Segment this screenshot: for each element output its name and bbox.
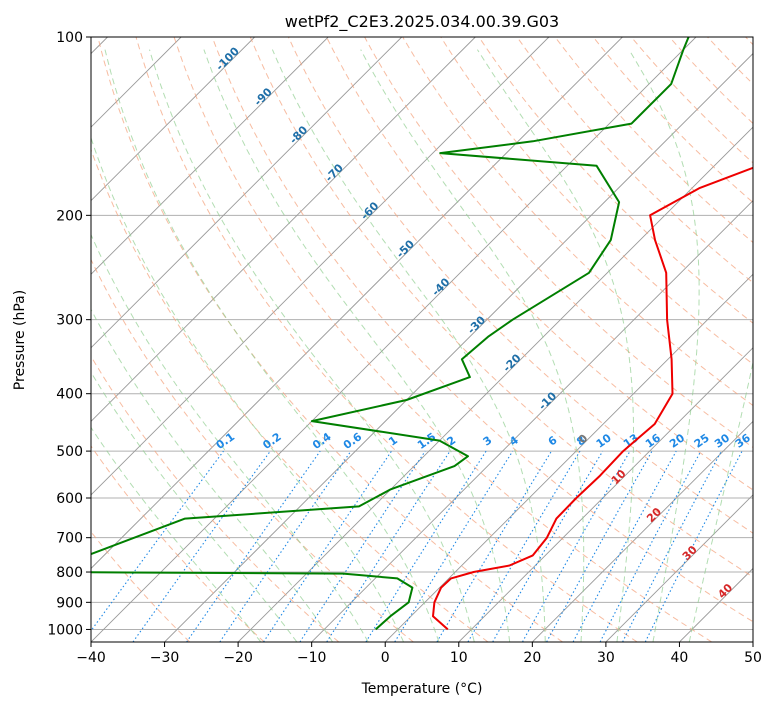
- moist-adiabat-line: [91, 136, 405, 642]
- dry-adiabat-line: [135, 37, 638, 642]
- y-tick-label: 300: [56, 313, 83, 329]
- profile-lines: [91, 37, 753, 631]
- x-tick-label: 10: [450, 650, 468, 666]
- x-axis-label: Temperature (°C): [361, 681, 483, 697]
- y-tick-label: 400: [56, 387, 83, 403]
- dry-adiabat-line: [630, 37, 753, 164]
- isotherm-line: [91, 37, 476, 422]
- y-tick-label: 100: [56, 30, 83, 46]
- mixing-ratio-line: [572, 450, 677, 642]
- y-tick-label: 200: [56, 208, 83, 224]
- y-tick-label: 1000: [47, 622, 83, 638]
- x-tick-label: 40: [671, 650, 689, 666]
- dry-adiabat-line: [91, 445, 265, 642]
- moist-adiabat-line: [271, 49, 546, 642]
- mixing-ratio-line: [326, 450, 451, 642]
- mixing-ratio-line: [219, 450, 352, 642]
- isotherm-line: [91, 37, 403, 349]
- moist-adiabat-line: [628, 49, 700, 642]
- y-axis-ticks: 1000 900 800 700 600 500 400 300 200 100: [47, 30, 91, 638]
- dry-adiabat-line: [287, 37, 753, 534]
- dry-adiabat-line: [173, 37, 713, 642]
- x-tick-label: −40: [76, 650, 106, 666]
- y-tick-label: 800: [56, 565, 83, 581]
- dry-adiabat-line: [211, 37, 753, 623]
- temperature-profile-line: [432, 166, 753, 631]
- x-axis-ticks: −40 −30 −20 −10 0 10 20 30 40 50: [76, 642, 762, 666]
- mixing-ratio-line: [132, 450, 271, 642]
- isotherm-line: [91, 37, 623, 570]
- isotherm-line: [237, 126, 753, 642]
- x-tick-label: −30: [150, 650, 180, 666]
- y-tick-label: 600: [56, 491, 83, 507]
- dry-adiabat-line: [249, 37, 753, 578]
- isotherm-line: [91, 37, 329, 275]
- dry-adiabat-line: [592, 37, 753, 204]
- moist-adiabat-line: [91, 426, 262, 642]
- isotherm-line: [91, 37, 255, 202]
- moist-adiabat-line: [149, 49, 475, 642]
- isotherm-line: [384, 273, 753, 642]
- dewpoint-profile-line: [91, 37, 690, 631]
- mixing-ratio-line: [186, 450, 321, 642]
- moist-adiabat-line: [688, 360, 753, 642]
- y-tick-label: 500: [56, 444, 83, 460]
- x-tick-label: 30: [597, 650, 615, 666]
- mixing-ratio-line: [546, 450, 653, 642]
- x-tick-label: −10: [297, 650, 327, 666]
- x-tick-label: 50: [744, 650, 762, 666]
- y-tick-label: 700: [56, 531, 83, 547]
- moist-adiabat-line: [104, 49, 440, 642]
- mixing-ratio-line: [365, 450, 487, 642]
- isotherm-line: [458, 347, 753, 642]
- y-axis-label: Pressure (hPa): [12, 290, 28, 390]
- plot-frame: [90, 36, 754, 643]
- x-tick-label: 20: [523, 650, 541, 666]
- x-tick-label: −20: [223, 650, 253, 666]
- moist-adiabat-line: [476, 49, 634, 642]
- dry-adiabat-line: [364, 37, 753, 449]
- dry-adiabat-line: [326, 37, 753, 491]
- mixing-ratio-line: [492, 450, 604, 642]
- chart-title: wetPf2_C2E3.2025.034.00.39.G03: [285, 12, 559, 32]
- moist-adiabat-line: [91, 308, 334, 642]
- isotherm-line: [532, 420, 753, 642]
- moist-adiabat-line: [91, 371, 298, 642]
- dry-adiabat-line: [402, 37, 753, 407]
- moist-adiabat-line: [91, 233, 369, 642]
- isotherm-line: [605, 494, 753, 642]
- x-tick-label: 0: [381, 650, 390, 666]
- isotherm-line: [91, 37, 697, 642]
- mixing-ratio-line: [394, 450, 514, 642]
- mixing-ratio-line: [467, 450, 581, 642]
- y-tick-label: 900: [56, 595, 83, 611]
- mixing-ratio-line: [91, 450, 224, 632]
- isotherm-line: [164, 52, 753, 642]
- moist-adiabat-line: [203, 49, 511, 642]
- mixing-ratio-line: [522, 450, 631, 642]
- isotherm-line: [91, 37, 550, 496]
- mixing-ratio-line: [436, 450, 552, 642]
